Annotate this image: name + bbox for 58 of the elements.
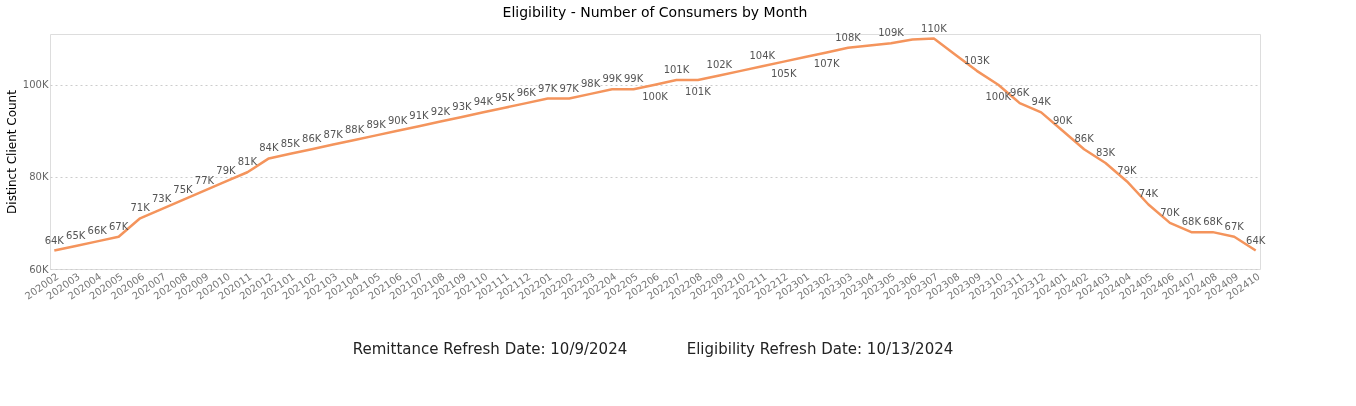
data-label: 85K xyxy=(280,137,301,149)
data-label: 86K xyxy=(1074,133,1095,145)
data-label: 68K xyxy=(1203,216,1223,228)
data-label: 81K xyxy=(237,156,258,168)
data-label: 94K xyxy=(473,96,494,108)
data-label: 98K xyxy=(580,77,601,89)
data-label: 102K xyxy=(706,59,733,71)
data-label: 83K xyxy=(1095,147,1116,159)
data-label: 99K xyxy=(623,73,644,85)
data-label: 71K xyxy=(130,202,151,214)
data-label: 84K xyxy=(259,142,279,154)
chart-title: Eligibility - Number of Consumers by Month xyxy=(502,3,808,20)
data-label: 67K xyxy=(1224,220,1245,232)
data-label: 65K xyxy=(66,229,86,241)
text: Remittance Refresh Date: 10/9/2024 xyxy=(352,340,628,358)
data-label: 91K xyxy=(409,110,430,122)
data-label: 107K xyxy=(813,58,840,70)
data-label: 101K xyxy=(663,64,690,76)
data-label: 86K xyxy=(302,133,322,145)
data-label: 97K xyxy=(538,82,558,94)
data-label: 64K xyxy=(1246,234,1266,246)
text: Eligibility Refresh Date: 10/13/2024 xyxy=(686,340,954,358)
data-label: 90K xyxy=(1052,114,1073,126)
data-label: 92K xyxy=(430,105,451,117)
data-label: 105K xyxy=(770,67,797,79)
data-label: 75K xyxy=(173,183,194,195)
data-label: 109K xyxy=(878,27,905,39)
data-label: 64K xyxy=(44,234,65,246)
data-label: 110K xyxy=(921,22,948,34)
data-label: 67K xyxy=(109,220,129,232)
data-label: 96K xyxy=(1010,87,1030,99)
data-label: 104K xyxy=(749,50,776,62)
data-label: 103K xyxy=(963,54,991,66)
data-label: 79K xyxy=(216,165,236,177)
data-label: 101K xyxy=(685,86,712,98)
data-label: 97K xyxy=(559,82,580,94)
data-label: 96K xyxy=(516,87,537,99)
data-label: 108K xyxy=(835,31,862,43)
data-label: 88K xyxy=(345,123,365,135)
y-tick-label: 60K xyxy=(29,263,49,275)
data-label: 99K xyxy=(602,73,623,85)
data-label: 73K xyxy=(151,193,172,205)
data-label: 95K xyxy=(495,91,515,103)
data-label: 100K xyxy=(642,90,669,102)
data-label: 90K xyxy=(387,114,408,126)
data-label: 74K xyxy=(1138,188,1159,200)
data-label: 70K xyxy=(1160,206,1180,218)
data-label: 87K xyxy=(323,128,344,140)
y-tick-label: 100K xyxy=(22,79,49,91)
y-tick-label: 80K xyxy=(29,171,49,183)
data-label: 79K xyxy=(1117,165,1138,177)
data-label: 93K xyxy=(452,100,472,112)
data-label: 94K xyxy=(1031,96,1052,108)
y-axis-title: Distinct Client Count xyxy=(4,89,19,214)
data-label: 68K xyxy=(1181,216,1202,228)
data-label: 77K xyxy=(194,174,215,186)
data-label: 66K xyxy=(87,225,108,237)
data-label: 89K xyxy=(366,119,387,131)
